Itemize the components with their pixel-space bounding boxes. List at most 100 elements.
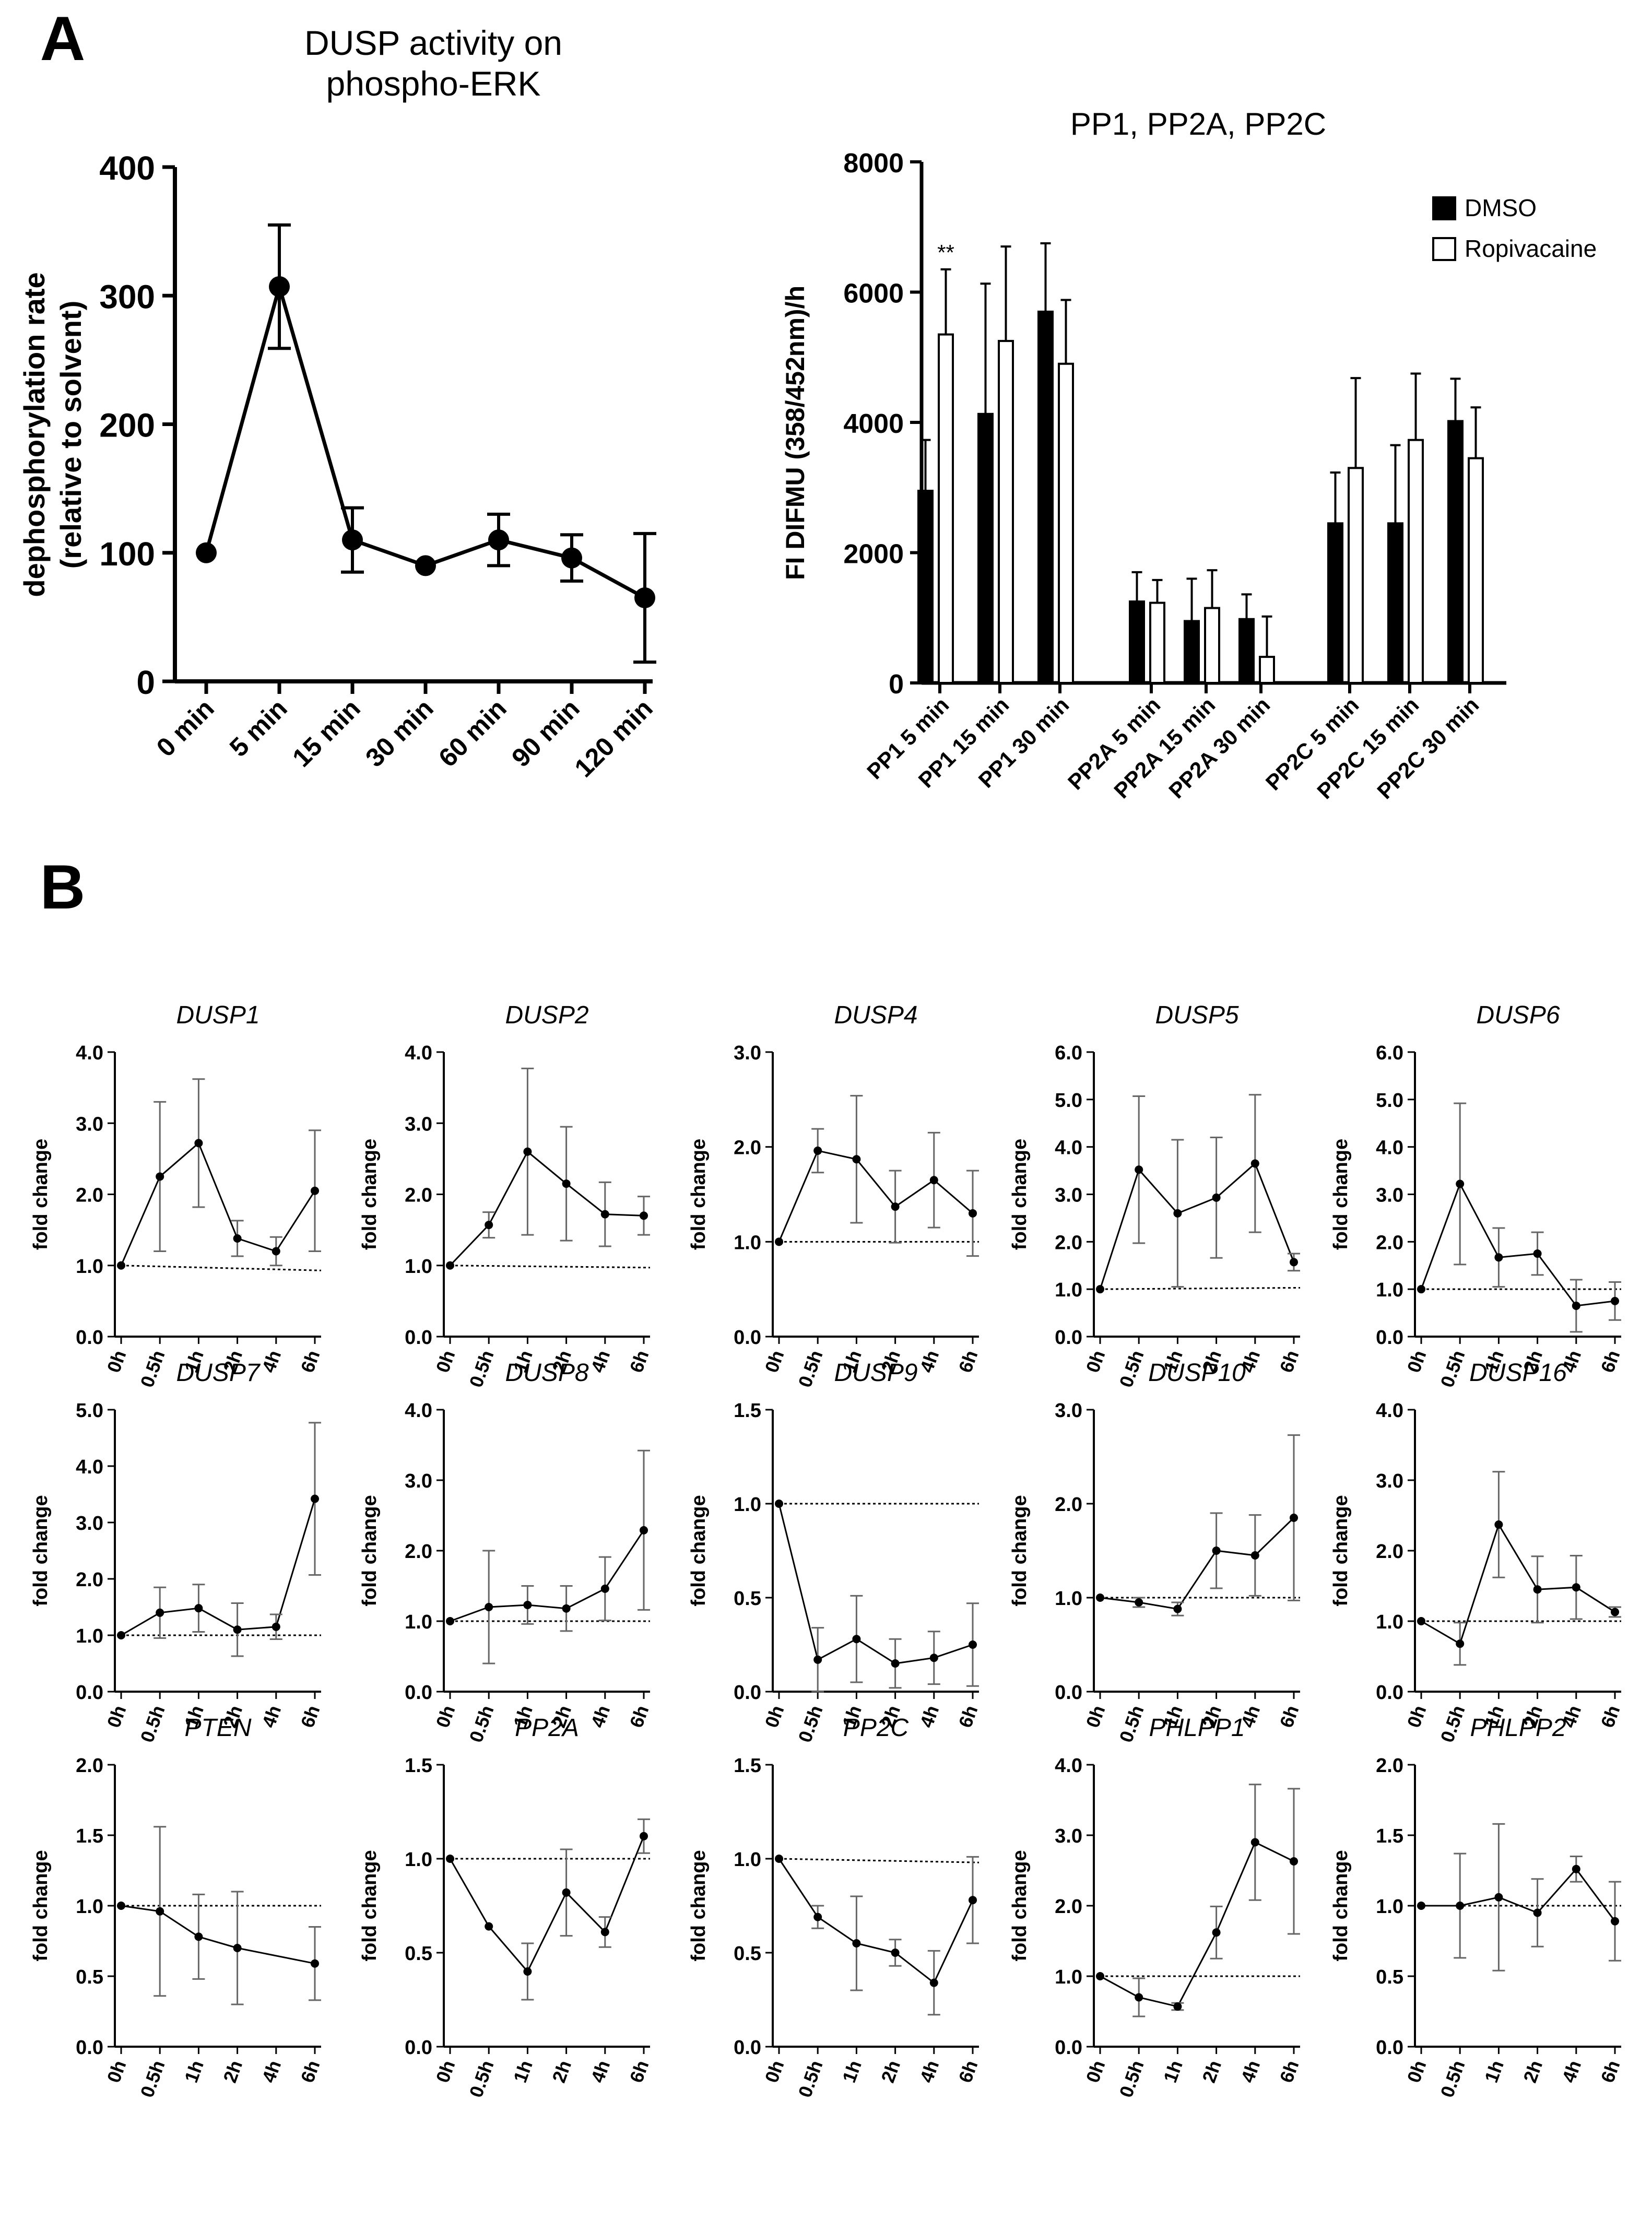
y-tick-label: 0.0	[734, 2037, 761, 2059]
data-point	[852, 1939, 861, 1947]
y-tick-label: 2000	[843, 539, 904, 570]
x-tick-label: 0h	[432, 1703, 459, 1731]
x-tick-label: 0h	[1403, 2058, 1431, 2086]
series-line	[778, 1858, 974, 1984]
bar-ropivacaine	[1348, 467, 1364, 684]
y-tick-label: 1.0	[405, 1611, 432, 1633]
data-point	[117, 1631, 125, 1639]
y-tick-label: 0.5	[734, 1943, 761, 1965]
data-point	[561, 547, 582, 569]
x-tick-label: 2h	[877, 2058, 904, 2086]
data-point	[415, 555, 436, 576]
data-point	[485, 1922, 493, 1931]
x-tick-label: 0h	[1403, 1703, 1431, 1731]
bar-dmso	[1037, 310, 1054, 684]
data-point	[1250, 1159, 1259, 1168]
data-point	[523, 1600, 532, 1609]
y-tick-label: 0.0	[405, 1682, 432, 1704]
data-point	[156, 1172, 164, 1181]
data-point	[1494, 1520, 1503, 1529]
series-line	[449, 1150, 644, 1266]
chart-title: DUSP6	[1476, 1001, 1560, 1029]
y-tick-label: 5.0	[1376, 1090, 1403, 1112]
data-point	[1212, 1928, 1221, 1937]
chart-title: DUSP5	[1155, 1001, 1238, 1029]
panel-label-b: B	[40, 852, 86, 922]
y-tick-label: 2.0	[1055, 1494, 1082, 1516]
data-point	[1135, 1598, 1143, 1607]
data-point	[969, 1209, 977, 1218]
data-point	[1096, 1285, 1104, 1294]
series-line	[449, 1836, 645, 1973]
series-line	[121, 1498, 316, 1636]
chart-title: PHLPP1	[1149, 1714, 1245, 1742]
data-point	[600, 1210, 609, 1219]
bar-dmso	[1447, 420, 1464, 684]
bar-ropivacaine	[1408, 439, 1424, 684]
data-point	[1494, 1893, 1503, 1902]
y-axis-label: fold change	[688, 1139, 710, 1250]
data-point	[488, 529, 509, 551]
data-point	[1611, 1917, 1619, 1926]
chart-title: PP1, PP2A, PP2C	[1070, 107, 1326, 141]
data-point	[117, 1261, 125, 1270]
x-tick-label: 0h	[432, 1348, 459, 1376]
data-point	[1533, 1908, 1542, 1917]
y-tick-label: 4.0	[1055, 1755, 1082, 1777]
y-tick-label: 4.0	[405, 1400, 432, 1422]
y-tick-label: 1.5	[405, 1755, 432, 1777]
data-point	[1173, 1209, 1182, 1218]
x-tick-label: 0.5h	[136, 1703, 169, 1745]
small-chart-dusp6: DUSP6 0.0 1.0 2.0 3.0 4.0 5.0 6.0 fold change 0h 0…	[1330, 1001, 1624, 1390]
y-tick-label: 2.0	[76, 1755, 103, 1777]
data-point	[1096, 1972, 1104, 1980]
x-tick-label: 2h	[1198, 2058, 1225, 2086]
chart-title: DUSP2	[505, 1001, 588, 1029]
data-point	[1135, 1993, 1143, 2002]
data-point	[233, 1234, 242, 1243]
bar-dmso	[917, 489, 934, 684]
data-point	[600, 1928, 609, 1937]
y-tick-label: 8000	[843, 148, 904, 179]
x-tick-label: 4h	[586, 1703, 614, 1731]
x-tick-label: 4h	[586, 1348, 614, 1376]
y-tick-label: 3.0	[1376, 1470, 1403, 1492]
x-tick-label: 6h	[1597, 2058, 1624, 2086]
y-tick-label: 1.5	[76, 1825, 103, 1847]
significance-annotation: **	[937, 240, 954, 265]
y-tick-label: 2.0	[76, 1185, 103, 1207]
y-tick-label: 5.0	[1055, 1090, 1082, 1112]
y-tick-label: 3.0	[76, 1513, 103, 1534]
y-tick-label: 3.0	[76, 1113, 103, 1135]
y-tick-label: 2.0	[405, 1185, 432, 1207]
y-axis-label: FI DIFMU (358/452nm)/h	[781, 286, 810, 580]
y-tick-label: 4.0	[405, 1042, 432, 1064]
y-tick-label: 3.0	[405, 1113, 432, 1135]
series-line	[1421, 1868, 1616, 1922]
chart-title: DUSP1	[176, 1001, 259, 1029]
y-tick-label: 0.0	[1055, 1327, 1082, 1349]
y-tick-label: 0.0	[76, 1682, 103, 1704]
x-tick-label: 0.5h	[794, 1348, 827, 1390]
data-point	[1250, 1551, 1259, 1560]
chart-title: PHLPP2	[1470, 1714, 1566, 1742]
y-tick-label: 1.0	[76, 1625, 103, 1647]
chart-title: DUSP10	[1148, 1359, 1246, 1387]
x-tick-label: 1h	[1159, 2058, 1187, 2086]
y-axis-label: (relative to solvent)	[54, 301, 87, 569]
data-point	[891, 1202, 900, 1211]
y-axis-label: fold change	[359, 1139, 381, 1250]
y-tick-label: 0.5	[76, 1966, 103, 1988]
data-point	[269, 276, 290, 298]
bar-dmso	[1184, 620, 1200, 684]
x-tick-label: 0h	[1403, 1348, 1431, 1376]
data-point	[194, 1139, 203, 1148]
x-tick-label: 4h	[257, 1703, 285, 1731]
data-point	[1611, 1608, 1619, 1616]
series-line	[120, 1141, 316, 1266]
x-tick-label: 6h	[1597, 1348, 1624, 1376]
